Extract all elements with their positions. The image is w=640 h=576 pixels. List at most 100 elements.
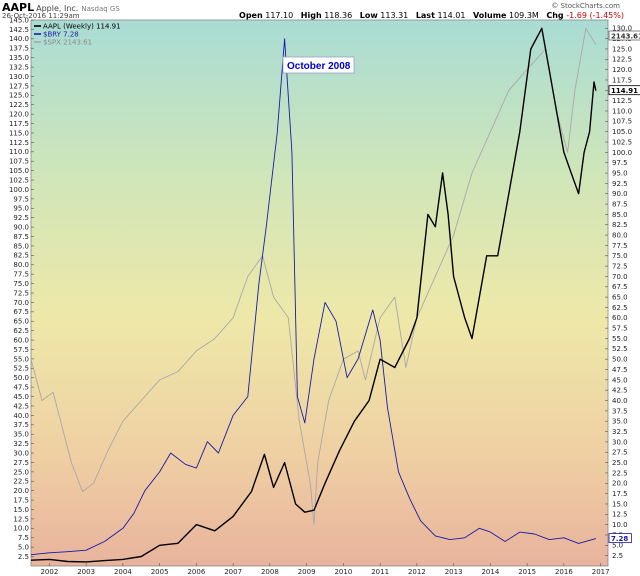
quote-low-value: 113.31 [380,11,409,20]
left-tick-label: 97.5 [13,195,29,203]
left-tick-label: 10.0 [13,525,29,533]
right-tick-label: 100.0 [612,149,632,157]
x-tick-label: 2010 [334,568,352,576]
legend-label: $SPX 2143.61 [43,39,92,47]
value-tag-label: 7.28 [611,535,628,543]
left-tick-label: 87.5 [13,233,29,241]
quote-last-label: Last [415,11,435,20]
left-tick-label: 52.5 [13,365,29,373]
right-tick-label: 112.5 [612,97,632,105]
series-line [30,27,597,526]
symbol-title: AAPL Apple, Inc. Nasdaq GS [2,1,120,14]
quote-strip: Open 117.10 High 118.36 Low 113.31 Last … [239,11,624,20]
x-tick-label: 2017 [592,568,610,576]
quote-open-label: Open [239,11,263,20]
series-line [30,38,597,556]
value-tag-box [608,30,640,41]
left-tick-label: 135.0 [9,54,29,62]
right-tick-label: 80.0 [612,231,628,239]
right-axis: 2.55.07.510.012.515.017.520.022.525.027.… [605,25,632,560]
x-tick-label: 2011 [371,568,389,576]
x-axis: 2002 2003 2004 2005 2006 2007 2008 2009 2010 2011… [40,563,610,576]
right-tick-label: 60.0 [612,314,628,322]
series-line [30,27,597,563]
right-tick-label: 20.0 [612,480,628,488]
quote-high-value: 118.36 [324,11,353,20]
right-tick-label: 30.0 [612,438,628,446]
left-tick-label: 137.5 [9,45,29,53]
quote-high-label: High [300,11,322,20]
right-tick-label: 42.5 [612,387,628,395]
x-tick-label: 2008 [261,568,279,576]
left-tick-label: 42.5 [13,402,29,410]
annotation-callout: October 2008 [282,56,355,74]
left-tick-label: 37.5 [13,421,29,429]
right-tick-label: 102.5 [612,138,632,146]
value-tag-label: 114.91 [611,87,638,95]
x-tick-label: 2016 [555,568,573,576]
left-tick-label: 125.0 [9,92,29,100]
right-tick-label: 32.5 [612,428,628,436]
right-tick-label: 70.0 [612,273,628,281]
left-tick-label: 55.0 [13,355,29,363]
right-tick-label: 87.5 [612,200,628,208]
left-tick-label: 70.0 [13,299,29,307]
left-tick-label: 122.5 [9,101,29,109]
x-tick-label: 2013 [445,568,463,576]
left-tick-label: 72.5 [13,289,29,297]
x-tick-label: 2007 [224,568,242,576]
left-tick-label: 17.5 [13,497,29,505]
left-tick-label: 20.0 [13,487,29,495]
left-tick-label: 142.5 [9,26,29,34]
left-tick-label: 67.5 [13,308,29,316]
right-tick-label: 35.0 [612,418,628,426]
left-tick-label: 5.0 [18,544,29,552]
x-tick-label: 2004 [114,568,132,576]
right-tick-label: 62.5 [612,304,628,312]
left-tick-label: 80.0 [13,261,29,269]
left-tick-label: 112.5 [9,139,29,147]
x-tick-label: 2012 [408,568,426,576]
legend-label: AAPL (Weekly) 114.91 [43,23,121,31]
value-tag-box [608,85,640,96]
legend: AAPL (Weekly) 114.91$BRY 7.28$SPX 2143.6… [34,23,121,47]
quote-volume-value: 109.3M [509,11,539,20]
right-tick-label: 15.0 [612,500,628,508]
quote-open-value: 117.10 [265,11,294,20]
left-tick-label: 47.5 [13,384,29,392]
company-name: Apple, Inc. [36,4,79,13]
left-tick-label: 45.0 [13,393,29,401]
left-tick-label: 32.5 [13,440,29,448]
quote-low-label: Low [359,11,378,20]
x-tick-label: 2009 [298,568,316,576]
right-tick-label: 40.0 [612,397,628,405]
ticker-symbol: AAPL [2,1,35,14]
left-tick-label: 115.0 [9,129,29,137]
left-tick-label: 105.0 [9,167,29,175]
right-tick-label: 22.5 [612,469,628,477]
quote-chg-value: -1.69 (-1.45%) [566,11,624,20]
right-tick-label: 90.0 [612,190,628,198]
annotation-text: October 2008 [287,61,351,72]
right-tick-label: 82.5 [612,221,628,229]
value-tag-label: 2143.61 [611,33,640,41]
right-tick-label: 65.0 [612,294,628,302]
left-tick-label: 100.0 [9,186,29,194]
left-tick-label: 15.0 [13,506,29,514]
x-tick-label: 2003 [77,568,95,576]
right-tick-label: 117.5 [612,76,632,84]
timestamp: 26-Oct-2016 11:29am [2,12,80,20]
x-tick-label: 2002 [40,568,58,576]
right-tick-label: 122.5 [612,56,632,64]
left-tick-label: 27.5 [13,459,29,467]
left-tick-label: 60.0 [13,336,29,344]
left-tick-label: 57.5 [13,346,29,354]
right-tick-label: 45.0 [612,376,628,384]
right-tick-label: 77.5 [612,242,628,250]
right-tick-label: 125.0 [612,45,632,53]
left-tick-label: 65.0 [13,318,29,326]
left-tick-label: 12.5 [13,515,29,523]
right-tick-label: 25.0 [612,459,628,467]
left-tick-label: 40.0 [13,412,29,420]
